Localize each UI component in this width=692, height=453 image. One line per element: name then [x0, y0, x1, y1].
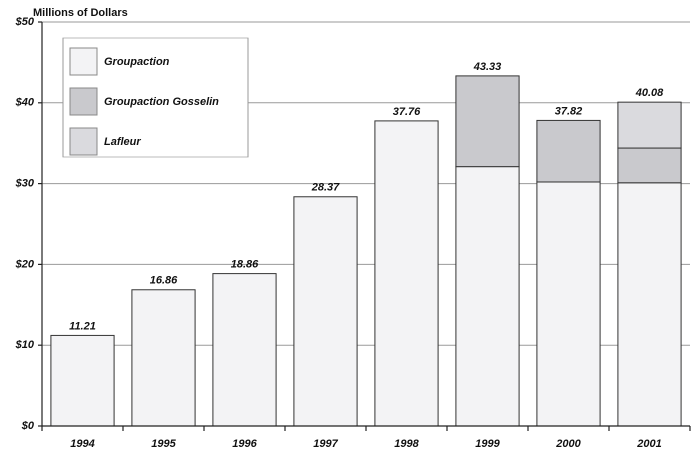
x-tick-label: 2001: [636, 438, 661, 450]
legend-label: Groupaction Gosselin: [104, 96, 219, 108]
bar-segment: [536, 119, 601, 183]
bar-segment: [617, 147, 682, 184]
data-label: 28.37: [311, 182, 340, 194]
data-label: 43.33: [473, 61, 502, 73]
x-tick-label: 1995: [151, 438, 176, 450]
y-tick-label: $10: [15, 339, 35, 351]
bar-segment: [212, 273, 277, 427]
legend-label: Groupaction: [104, 56, 170, 68]
data-label: 37.82: [555, 105, 583, 117]
bar-segment: [617, 182, 682, 427]
data-label: 11.21: [69, 320, 96, 332]
x-tick-label: 1996: [232, 438, 257, 450]
x-tick-label: 1998: [394, 438, 419, 450]
y-tick-label: $40: [15, 97, 35, 109]
bar-segment: [455, 75, 520, 168]
legend-swatch: [69, 127, 98, 156]
bar-segment: [536, 181, 601, 427]
bar-segment: [374, 120, 439, 427]
data-label: 18.86: [231, 259, 259, 271]
legend-label: Lafleur: [104, 136, 141, 148]
bar-segment: [455, 166, 520, 427]
legend: Groupaction Groupaction Gosselin Lafleur: [62, 37, 249, 158]
legend-swatch: [69, 87, 98, 116]
bar-segment: [617, 101, 682, 149]
data-label: 16.86: [150, 275, 178, 287]
legend-swatch: [69, 47, 98, 76]
x-tick-label: 1997: [313, 438, 338, 450]
data-label: 40.08: [635, 87, 664, 99]
bar-segment: [293, 196, 358, 427]
y-tick-label: $0: [21, 420, 35, 432]
bar-segment: [131, 289, 196, 427]
y-tick-label: $20: [15, 258, 35, 270]
x-tick-label: 1994: [70, 438, 94, 450]
chart-title: Millions of Dollars: [33, 7, 128, 19]
x-tick-label: 2000: [555, 438, 581, 450]
y-tick-label: $50: [15, 16, 35, 28]
x-tick-label: 1999: [475, 438, 500, 450]
bar-segment: [50, 334, 115, 427]
data-label: 37.76: [393, 106, 421, 118]
y-tick-label: $30: [15, 178, 35, 190]
